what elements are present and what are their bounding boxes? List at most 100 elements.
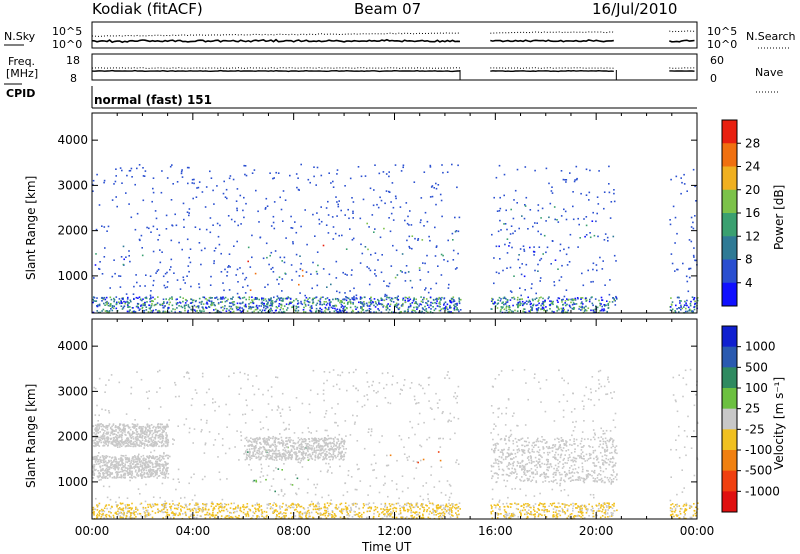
power-cell bbox=[583, 218, 585, 220]
power-cell bbox=[127, 302, 130, 304]
power-cell bbox=[407, 308, 409, 311]
power-cell bbox=[499, 207, 502, 210]
velocity-cell bbox=[277, 468, 280, 470]
velocity-cell bbox=[121, 470, 124, 473]
velocity-cell bbox=[513, 412, 515, 415]
power-cell bbox=[538, 299, 540, 301]
velocity-cell bbox=[178, 502, 180, 505]
power-cell bbox=[139, 308, 141, 310]
power-cell bbox=[523, 302, 526, 305]
power-cell bbox=[231, 298, 233, 300]
power-cell bbox=[182, 279, 185, 281]
power-cell bbox=[551, 240, 554, 242]
power-cell bbox=[388, 175, 390, 178]
power-cell bbox=[232, 296, 234, 298]
velocity-cell bbox=[539, 387, 542, 390]
velocity-cell bbox=[399, 512, 402, 514]
power-cell bbox=[419, 221, 422, 224]
velocity-cell bbox=[288, 406, 291, 409]
velocity-cell bbox=[457, 510, 459, 512]
velocity-cell bbox=[144, 507, 147, 509]
power-cell bbox=[516, 168, 519, 171]
power-cell bbox=[495, 271, 498, 274]
velocity-cell bbox=[228, 517, 230, 519]
velocity-cell bbox=[498, 374, 500, 376]
velocity-cell bbox=[151, 475, 153, 477]
power-cell bbox=[349, 300, 351, 303]
velocity-cell bbox=[250, 517, 253, 519]
velocity-cell bbox=[459, 508, 461, 510]
velocity-cell bbox=[161, 465, 164, 467]
velocity-cell bbox=[195, 504, 197, 506]
power-cell bbox=[237, 308, 240, 311]
velocity-cell bbox=[696, 422, 699, 424]
power-cell bbox=[409, 303, 412, 305]
velocity-cell bbox=[117, 468, 120, 471]
power-cell bbox=[138, 309, 141, 311]
velocity-cell bbox=[292, 506, 295, 509]
velocity-cell bbox=[517, 516, 520, 518]
velocity-cell bbox=[329, 512, 331, 515]
power-cell bbox=[386, 285, 388, 287]
velocity-cell bbox=[391, 512, 394, 515]
power-cell bbox=[142, 167, 144, 169]
velocity-cell bbox=[428, 513, 431, 515]
velocity-cell bbox=[354, 502, 357, 505]
power-cell bbox=[519, 248, 522, 250]
power-cell bbox=[401, 305, 404, 307]
velocity-cell bbox=[401, 517, 403, 519]
velocity-cell bbox=[162, 511, 164, 514]
velocity-cell bbox=[568, 516, 571, 518]
velocity-cell bbox=[150, 456, 152, 458]
power-cell bbox=[160, 191, 163, 194]
velocity-cell bbox=[435, 511, 437, 513]
power-cell bbox=[420, 300, 423, 303]
power-cell bbox=[156, 302, 159, 304]
velocity-cell bbox=[399, 507, 401, 510]
power-cell bbox=[237, 224, 239, 227]
velocity-cell bbox=[385, 383, 388, 386]
velocity-cell bbox=[254, 504, 257, 506]
velocity-cell bbox=[448, 483, 451, 486]
velocity-cell bbox=[420, 384, 422, 387]
velocity-cell bbox=[331, 511, 334, 513]
power-cell bbox=[178, 241, 180, 244]
velocity-cell bbox=[173, 507, 176, 510]
power-cell bbox=[388, 191, 391, 193]
power-cell bbox=[452, 296, 455, 298]
velocity-cell bbox=[596, 505, 598, 507]
power-cell bbox=[180, 172, 183, 175]
power-cell bbox=[359, 217, 362, 220]
velocity-cell bbox=[580, 512, 583, 515]
power-cell bbox=[603, 309, 606, 312]
velocity-cell bbox=[556, 506, 559, 509]
velocity-cell bbox=[285, 512, 287, 515]
velocity-cell bbox=[509, 515, 512, 517]
power-cell bbox=[240, 223, 242, 225]
velocity-cell bbox=[196, 514, 199, 517]
velocity-cell bbox=[330, 503, 333, 505]
velocity-cell bbox=[591, 509, 593, 512]
power-cell bbox=[422, 308, 424, 310]
velocity-cell bbox=[218, 503, 220, 506]
power-cell bbox=[119, 286, 122, 288]
velocity-cell bbox=[226, 515, 229, 517]
velocity-cell bbox=[490, 511, 492, 513]
power-cell bbox=[503, 223, 505, 225]
power-cell bbox=[413, 297, 415, 299]
power-cell bbox=[332, 298, 334, 301]
power-cell bbox=[425, 287, 427, 289]
power-cell bbox=[174, 311, 176, 313]
power-cell bbox=[423, 225, 425, 227]
power-cell bbox=[350, 302, 352, 305]
power-cell bbox=[501, 302, 503, 304]
power-cell bbox=[575, 178, 578, 181]
power-cell bbox=[205, 228, 208, 231]
velocity-cell bbox=[563, 479, 565, 482]
velocity-cell bbox=[114, 464, 116, 466]
power-cell bbox=[251, 256, 253, 259]
velocity-cell bbox=[164, 500, 166, 503]
power-cell bbox=[336, 215, 338, 217]
power-cell bbox=[390, 265, 393, 267]
velocity-cell bbox=[221, 503, 223, 506]
